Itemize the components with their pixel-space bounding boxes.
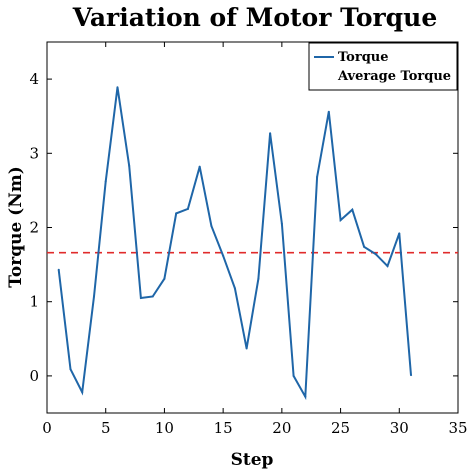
torque-data-point (128, 164, 131, 167)
torque-data-point (81, 391, 84, 394)
torque-data-point (292, 374, 295, 377)
x-tick-label: 35 (448, 419, 467, 437)
chart-title: Variation of Motor Torque (72, 3, 438, 32)
y-tick-label: 2 (29, 219, 39, 237)
x-tick-label: 0 (42, 419, 52, 437)
torque-data-point (163, 277, 166, 280)
y-axis-label: Torque (Nm) (6, 166, 26, 288)
legend-torque-label: Torque (338, 50, 389, 65)
torque-data-point (316, 176, 319, 179)
torque-data-point (410, 374, 413, 377)
y-tick-label: 3 (29, 144, 39, 162)
x-tick-label: 10 (155, 419, 174, 437)
y-tick-label: 4 (29, 70, 39, 88)
torque-data-point (374, 253, 377, 256)
x-tick-label: 5 (101, 419, 111, 437)
torque-data-point (104, 180, 107, 183)
torque-data-point (398, 232, 401, 235)
torque-data-point (327, 110, 330, 113)
legend-box (308, 42, 458, 91)
x-tick-label: 15 (214, 419, 233, 437)
torque-data-point (280, 222, 283, 225)
torque-data-point (363, 245, 366, 248)
torque-data-point (151, 295, 154, 298)
torque-data-point (339, 219, 342, 222)
torque-data-point (198, 165, 201, 168)
torque-data-point (233, 287, 236, 290)
torque-series-line (57, 87, 412, 401)
torque-data-point (222, 254, 225, 257)
torque-series-group (57, 86, 413, 401)
y-tick-label: 1 (29, 293, 39, 311)
x-tick-label: 20 (272, 419, 291, 437)
torque-data-point (257, 277, 260, 280)
torque-data-point (175, 212, 178, 215)
torque-data-point (57, 268, 60, 271)
chart-legend: Torque Average Torque (308, 42, 458, 91)
torque-data-point (139, 296, 142, 299)
legend-average-torque-label: Average Torque (337, 69, 451, 84)
x-tick-label: 25 (331, 419, 350, 437)
torque-data-point (69, 368, 72, 371)
torque-data-point (210, 225, 213, 228)
torque-data-point (351, 208, 354, 211)
torque-data-point (186, 207, 189, 210)
x-tick-label: 30 (390, 419, 409, 437)
torque-data-point (92, 295, 95, 298)
x-axis-label: Step (231, 450, 274, 470)
y-tick-label: 0 (29, 367, 39, 385)
axis-ticks: 0 5 10 15 20 25 30 35 0 1 2 3 4 (29, 42, 468, 437)
plot-area-frame (46, 41, 459, 414)
torque-data-point (304, 395, 307, 398)
torque-data-point (116, 86, 119, 89)
torque-data-point (386, 265, 389, 268)
torque-data-point (245, 347, 248, 350)
torque-data-point (269, 132, 272, 135)
